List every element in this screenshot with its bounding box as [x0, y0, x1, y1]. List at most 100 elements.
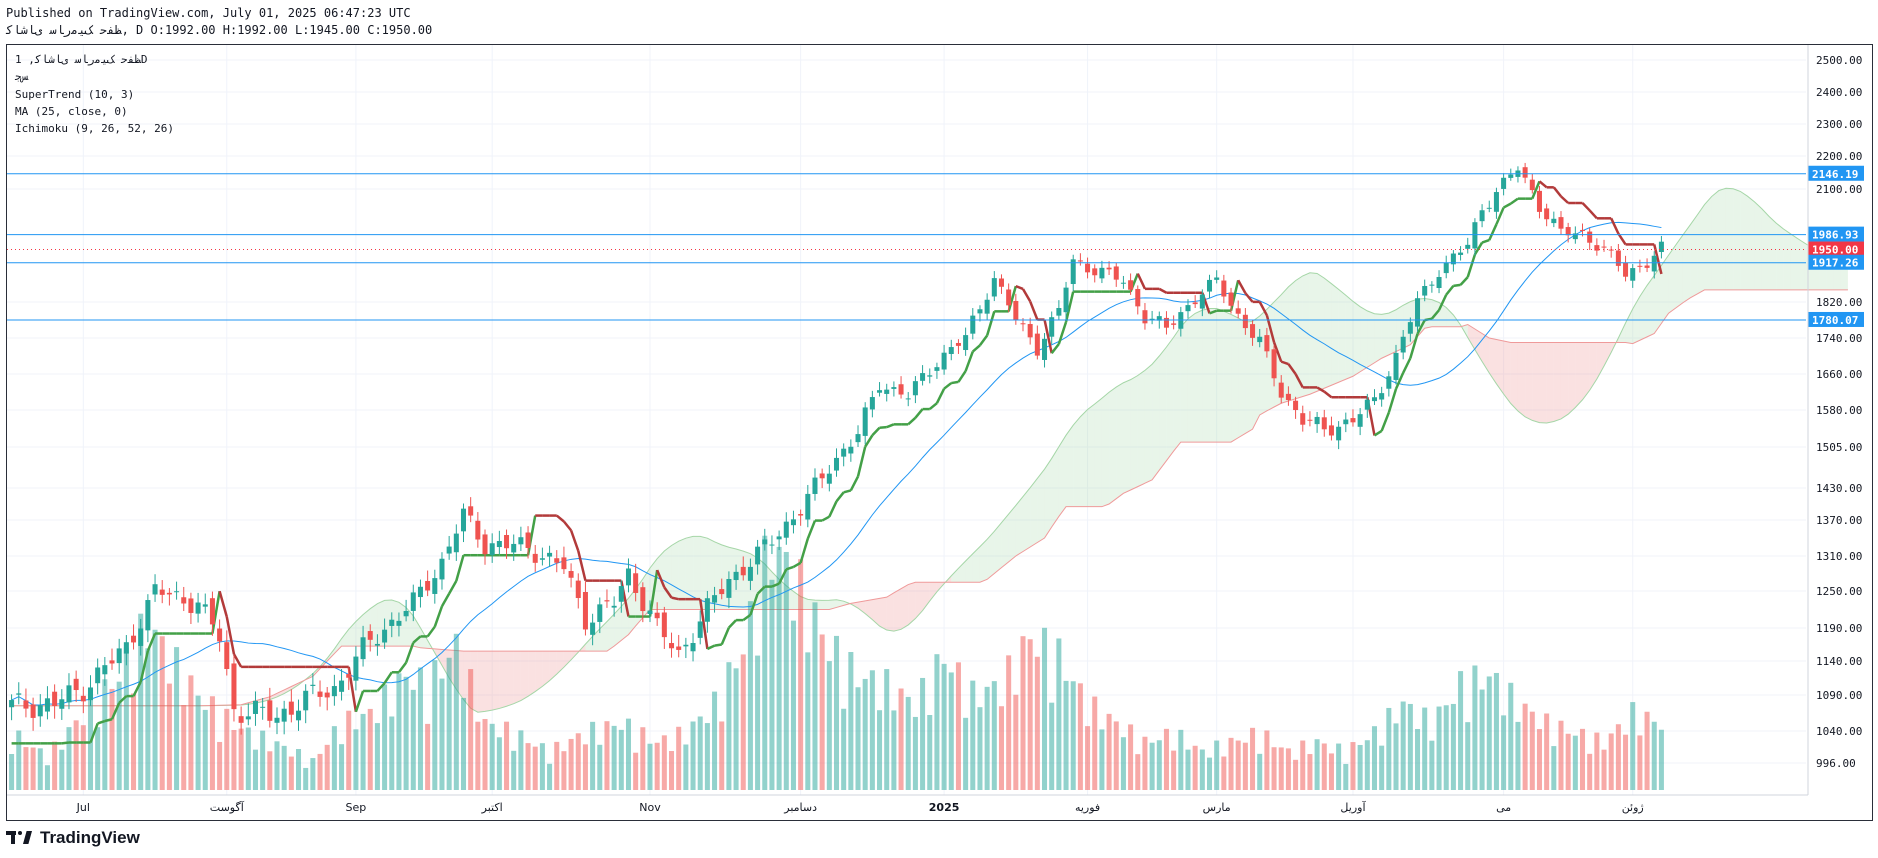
- volume-bar: [611, 725, 617, 790]
- supertrend-segment: [1237, 279, 1247, 294]
- volume-bar: [704, 723, 710, 790]
- chart-frame[interactable]: [6, 44, 1873, 821]
- ichimoku-cloud-segment: [1209, 308, 1217, 443]
- y-tick-label: 1310.00: [1816, 550, 1862, 563]
- volume-bar: [927, 715, 933, 790]
- volume-bar: [1228, 737, 1234, 790]
- supertrend-segment: [648, 569, 659, 617]
- candle-body: [1493, 192, 1499, 212]
- ichimoku-span-a: [11, 187, 1848, 713]
- volume-bar: [1522, 703, 1528, 790]
- candle-body: [1185, 305, 1191, 312]
- candle-body: [1371, 397, 1377, 402]
- candle-body: [1149, 318, 1155, 320]
- volume-bar: [1085, 726, 1091, 790]
- ichimoku-cloud-segment: [1223, 311, 1232, 443]
- volume-bar: [1601, 749, 1607, 790]
- ichimoku-cloud-segment: [1697, 204, 1705, 294]
- supertrend-segment: [871, 426, 881, 437]
- ichimoku-cloud-segment: [1639, 285, 1648, 341]
- volume-bar: [525, 743, 531, 790]
- supertrend-segment: [1272, 341, 1283, 363]
- volume-bar: [841, 708, 847, 790]
- volume-bar: [740, 654, 746, 790]
- y-tick-label: 1430.00: [1816, 482, 1862, 495]
- ichimoku-cloud-segment: [872, 598, 880, 627]
- supertrend-segment: [828, 500, 838, 518]
- candle-body: [260, 706, 266, 708]
- candle-body: [920, 373, 926, 381]
- volume-bar: [1350, 742, 1356, 790]
- volume-bar: [202, 709, 208, 790]
- ichimoku-cloud-segment: [721, 544, 729, 610]
- candle-body: [1623, 262, 1629, 277]
- ichimoku-cloud-segment: [1130, 375, 1138, 490]
- ichimoku-cloud-segment: [1482, 333, 1490, 373]
- supertrend-segment: [1610, 217, 1620, 235]
- supertrend-segment: [132, 681, 142, 697]
- candle-body: [1601, 246, 1607, 248]
- candle-body: [209, 598, 215, 625]
- volume-bar: [640, 727, 646, 790]
- ichimoku-cloud-segment: [1682, 225, 1691, 303]
- volume-bar: [998, 706, 1004, 790]
- volume-bar: [963, 717, 969, 790]
- ichimoku-cloud-segment: [693, 536, 701, 610]
- legend-supertrend[interactable]: SuperTrend (10, 3): [15, 88, 135, 101]
- candle-body: [374, 643, 380, 646]
- candle-body: [1343, 419, 1349, 425]
- volume-bar: [1307, 754, 1313, 790]
- volume-bar: [970, 680, 976, 790]
- supertrend-segment: [656, 569, 666, 588]
- candle-body: [633, 573, 639, 593]
- tradingview-logo[interactable]: TradingView: [6, 828, 140, 848]
- candle-body: [1228, 292, 1234, 306]
- candle-body: [360, 637, 366, 660]
- ichimoku-cloud-segment: [1080, 409, 1088, 507]
- candle-body: [475, 520, 481, 540]
- legend-ichimoku[interactable]: Ichimoku (9, 26, 52, 26): [15, 122, 174, 135]
- price-label: 1950.00: [1812, 244, 1858, 257]
- candle-body: [16, 693, 22, 695]
- candle-body: [977, 309, 983, 314]
- ichimoku-cloud-segment: [1510, 342, 1518, 412]
- volume-bar: [231, 729, 237, 790]
- volume-bar: [1006, 655, 1012, 790]
- volume-bar: [582, 744, 588, 790]
- volume-bar: [891, 710, 897, 790]
- volume-bar: [1443, 705, 1449, 790]
- ichimoku-cloud-segment: [599, 621, 607, 652]
- tradingview-icon: [6, 831, 34, 845]
- supertrend-segment: [671, 596, 679, 601]
- ichimoku-cloud-segment: [1553, 342, 1561, 422]
- ichimoku-cloud-segment: [671, 541, 679, 610]
- ichimoku-cloud-segment: [1503, 341, 1511, 404]
- candle-body: [159, 589, 165, 595]
- supertrend-segment: [1136, 273, 1147, 290]
- candle-body: [561, 557, 567, 570]
- supertrend-segment: [1466, 254, 1477, 278]
- candle-body: [1644, 265, 1650, 268]
- price-label-badge: [1808, 311, 1864, 327]
- volume-bar: [1206, 757, 1213, 790]
- ichimoku-cloud-segment: [1187, 313, 1196, 443]
- volume-bar: [417, 667, 423, 790]
- ichimoku-cloud-segment: [269, 693, 277, 700]
- candle-body: [683, 644, 689, 647]
- supertrend-segment: [555, 514, 565, 523]
- legend-ma[interactable]: MA (25, close, 0): [15, 105, 128, 118]
- candle-body: [1077, 260, 1083, 262]
- candle-body: [9, 700, 15, 708]
- x-tick-label: اکتبر: [481, 801, 503, 814]
- supertrend-segment: [749, 593, 759, 616]
- ichimoku-cloud-segment: [1101, 392, 1110, 507]
- volume-bar: [195, 695, 201, 790]
- volume-bar: [73, 720, 79, 790]
- candle-body: [575, 580, 581, 599]
- ichimoku-cloud-segment: [1030, 478, 1038, 547]
- candle-body: [460, 508, 467, 532]
- y-tick-label: 1820.00: [1816, 296, 1862, 309]
- ichimoku-cloud-segment: [1266, 301, 1275, 411]
- ichimoku-cloud-segment: [979, 539, 988, 583]
